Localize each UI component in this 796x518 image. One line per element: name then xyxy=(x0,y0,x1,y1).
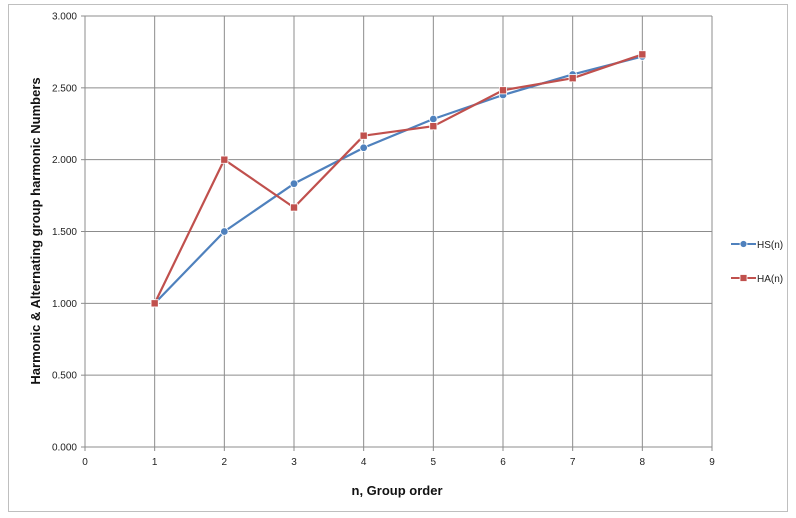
y-tick-label: 2.500 xyxy=(52,83,77,94)
series-layer xyxy=(150,50,647,308)
x-tick-label: 9 xyxy=(709,457,715,468)
y-tick-label: 0.000 xyxy=(52,443,77,454)
data-point-hs-n xyxy=(220,227,229,236)
data-point-ha-n xyxy=(359,131,368,140)
y-tick-label: 0.500 xyxy=(52,371,77,382)
series-ha-n xyxy=(150,50,647,308)
series-line-hs-n xyxy=(153,55,643,305)
x-tick-label: 7 xyxy=(570,457,576,468)
legend-marker-hs xyxy=(739,240,748,248)
data-point-hs-n xyxy=(359,143,368,152)
legend: HS(n) HA(n) xyxy=(731,240,783,285)
x-tick-label: 2 xyxy=(222,457,228,468)
data-point-ha-n xyxy=(638,50,647,59)
legend-item-hs: HS(n) xyxy=(731,240,783,251)
legend-item-ha: HA(n) xyxy=(731,274,783,285)
series-line-ha-n xyxy=(153,53,643,304)
legend-label-hs: HS(n) xyxy=(757,240,783,251)
chart-frame xyxy=(8,4,788,512)
tick-labels: 0 1 2 3 4 5 6 7 8 9 0.000 0.500 1.000 1.500 2.000 2.500… xyxy=(52,12,715,469)
data-point-ha-n xyxy=(498,86,507,95)
y-axis-title: Harmonic & Alternating group harmonic Nu… xyxy=(28,77,43,384)
data-point-ha-n xyxy=(429,122,438,131)
data-point-hs-n xyxy=(429,114,438,124)
legend-marker-ha xyxy=(739,274,748,282)
x-tick-label: 3 xyxy=(291,457,297,468)
axes xyxy=(81,15,713,451)
x-tick-label: 4 xyxy=(361,457,367,468)
data-point-ha-n xyxy=(150,299,159,308)
data-point-ha-n xyxy=(289,203,298,212)
x-tick-label: 5 xyxy=(431,457,437,468)
data-point-hs-n xyxy=(289,179,299,188)
data-point-ha-n xyxy=(220,155,229,164)
data-point-ha-n xyxy=(568,74,577,83)
legend-label-ha: HA(n) xyxy=(757,274,783,285)
x-tick-label: 1 xyxy=(152,457,158,468)
grid-lines xyxy=(85,15,713,447)
x-tick-label: 6 xyxy=(500,457,506,468)
series-hs-n xyxy=(150,52,647,308)
y-tick-label: 1.500 xyxy=(52,227,77,238)
y-tick-label: 2.000 xyxy=(52,155,77,166)
x-tick-label: 8 xyxy=(640,457,646,468)
y-tick-label: 3.000 xyxy=(52,12,77,23)
y-tick-label: 1.000 xyxy=(52,299,77,310)
x-axis-title: n, Group order xyxy=(352,483,443,498)
x-tick-label: 0 xyxy=(82,457,88,468)
